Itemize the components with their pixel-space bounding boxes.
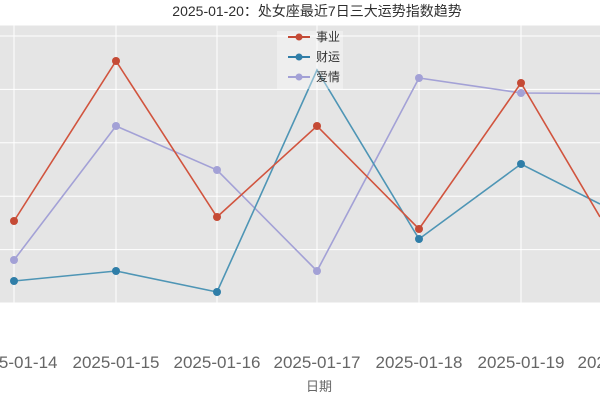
svg-text:2025-01-16: 2025-01-16 [174,353,261,372]
svg-text:2025-01-20: 2025-01-20 [578,353,600,372]
svg-text:事业: 事业 [316,30,340,44]
svg-text:爱情: 爱情 [316,70,340,84]
svg-text:2025-01-18: 2025-01-18 [376,353,463,372]
svg-text:2025-01-17: 2025-01-17 [274,353,361,372]
svg-text:2025-01-15: 2025-01-15 [73,353,160,372]
svg-text:2025-01-14: 2025-01-14 [0,353,57,372]
svg-text:财运: 财运 [316,50,340,64]
svg-text:日期: 日期 [306,379,332,394]
svg-text:2025-01-19: 2025-01-19 [478,353,565,372]
